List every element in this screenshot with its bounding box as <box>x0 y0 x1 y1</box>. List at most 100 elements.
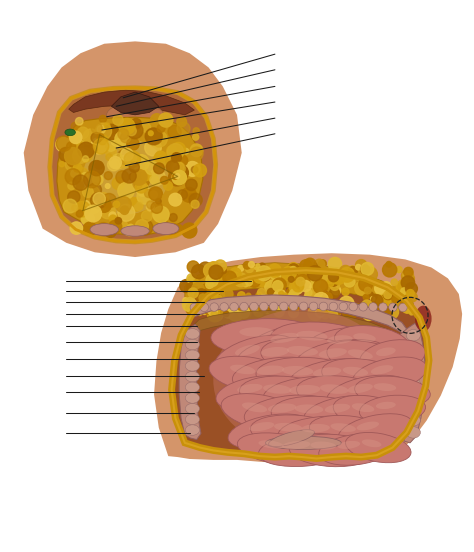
Circle shape <box>248 275 260 287</box>
Ellipse shape <box>190 303 199 312</box>
Circle shape <box>355 282 368 295</box>
Ellipse shape <box>210 303 219 311</box>
Circle shape <box>268 264 281 277</box>
Polygon shape <box>57 117 203 235</box>
Circle shape <box>220 288 233 300</box>
Circle shape <box>310 299 319 309</box>
Circle shape <box>228 306 243 321</box>
Ellipse shape <box>235 345 260 355</box>
Ellipse shape <box>90 224 118 236</box>
Ellipse shape <box>185 371 200 382</box>
Circle shape <box>220 268 227 274</box>
Circle shape <box>106 141 116 151</box>
Circle shape <box>237 297 246 306</box>
Ellipse shape <box>359 302 367 311</box>
Ellipse shape <box>290 359 383 396</box>
Ellipse shape <box>261 337 365 376</box>
Ellipse shape <box>349 302 357 311</box>
Circle shape <box>246 293 251 298</box>
Circle shape <box>141 211 152 221</box>
Ellipse shape <box>360 339 425 374</box>
Circle shape <box>129 173 136 181</box>
Circle shape <box>286 287 299 300</box>
Circle shape <box>313 309 320 315</box>
Circle shape <box>238 306 250 319</box>
Circle shape <box>340 267 355 282</box>
Ellipse shape <box>353 333 376 342</box>
Ellipse shape <box>239 327 273 337</box>
Circle shape <box>153 139 160 146</box>
Circle shape <box>153 206 169 222</box>
Circle shape <box>237 305 242 311</box>
Circle shape <box>362 300 372 311</box>
Circle shape <box>206 281 213 289</box>
Circle shape <box>150 191 157 199</box>
Circle shape <box>131 169 147 185</box>
Circle shape <box>67 142 75 151</box>
Circle shape <box>265 309 270 314</box>
Circle shape <box>273 300 282 308</box>
Circle shape <box>201 268 212 279</box>
Ellipse shape <box>406 427 420 438</box>
Circle shape <box>60 144 70 153</box>
Circle shape <box>383 289 393 300</box>
Circle shape <box>127 123 143 139</box>
Circle shape <box>256 264 260 268</box>
Circle shape <box>95 162 102 169</box>
Circle shape <box>237 292 245 299</box>
Ellipse shape <box>249 422 274 431</box>
Circle shape <box>255 295 259 301</box>
Circle shape <box>279 286 285 293</box>
Ellipse shape <box>289 385 320 395</box>
Circle shape <box>118 129 129 140</box>
Circle shape <box>91 123 102 134</box>
Polygon shape <box>194 310 398 343</box>
Circle shape <box>410 311 414 315</box>
Circle shape <box>224 309 228 313</box>
Circle shape <box>274 307 284 317</box>
Circle shape <box>371 295 383 306</box>
Circle shape <box>220 309 227 315</box>
Polygon shape <box>172 270 429 459</box>
Circle shape <box>135 181 147 193</box>
Circle shape <box>97 133 104 140</box>
Circle shape <box>328 307 340 319</box>
Circle shape <box>195 289 208 302</box>
Circle shape <box>242 280 249 286</box>
Circle shape <box>271 270 281 280</box>
Ellipse shape <box>319 302 328 311</box>
Circle shape <box>215 270 225 279</box>
Circle shape <box>150 114 164 126</box>
Circle shape <box>327 280 334 286</box>
Polygon shape <box>399 323 426 443</box>
Circle shape <box>313 279 328 294</box>
Circle shape <box>190 147 203 160</box>
Circle shape <box>328 307 332 311</box>
Circle shape <box>151 202 163 213</box>
Ellipse shape <box>406 415 420 426</box>
Circle shape <box>188 276 196 284</box>
Circle shape <box>155 151 166 162</box>
Polygon shape <box>191 295 407 335</box>
Circle shape <box>262 274 269 281</box>
Circle shape <box>73 163 82 172</box>
Circle shape <box>56 137 70 152</box>
Ellipse shape <box>295 339 389 378</box>
Circle shape <box>145 128 162 145</box>
Circle shape <box>182 187 196 202</box>
Circle shape <box>95 123 111 140</box>
Ellipse shape <box>232 357 327 394</box>
Circle shape <box>391 279 398 285</box>
Circle shape <box>87 187 100 199</box>
Circle shape <box>323 293 332 302</box>
Circle shape <box>256 275 262 281</box>
Ellipse shape <box>261 347 289 357</box>
Ellipse shape <box>185 328 200 339</box>
Circle shape <box>164 182 173 190</box>
Circle shape <box>368 303 374 309</box>
Circle shape <box>407 286 412 291</box>
Ellipse shape <box>299 302 308 311</box>
Circle shape <box>109 215 117 222</box>
Ellipse shape <box>258 440 284 449</box>
Polygon shape <box>69 90 194 115</box>
